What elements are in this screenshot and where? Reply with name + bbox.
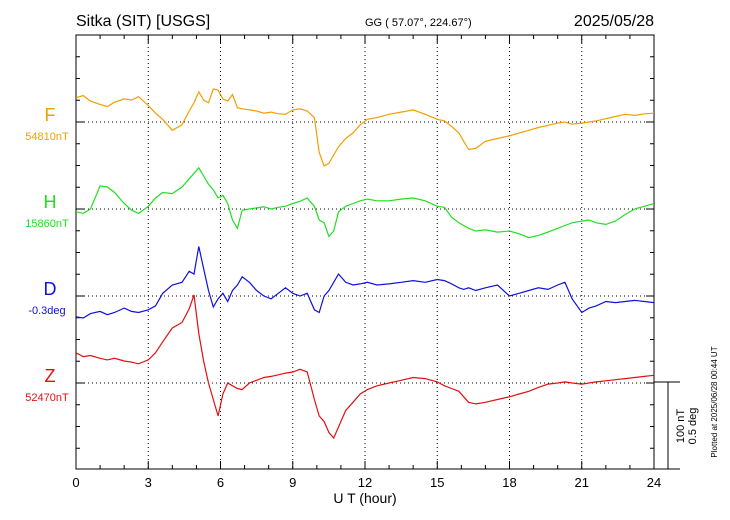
series-baseline-h: 15860nT: [25, 218, 69, 230]
x-tick-label: 18: [502, 475, 516, 490]
x-tick-labels: 0 3 6 9 12 15 18 21 24: [72, 475, 661, 490]
plot-date: 2025/05/28: [574, 13, 654, 30]
series-line-z: [76, 294, 654, 440]
x-tick-label: 15: [430, 475, 444, 490]
plotted-at-note: Plotted at 2025/06/28 00:44 UT: [710, 346, 719, 457]
series-line-f: [76, 88, 654, 167]
series-line-h: [76, 166, 654, 239]
x-axis-label: U T (hour): [333, 490, 396, 506]
station-title: Sitka (SIT) [USGS]: [76, 13, 210, 30]
x-tick-label: 6: [217, 475, 224, 490]
axis-ticks: [75, 34, 655, 469]
scale-bar: 100 nT 0.5 deg: [654, 381, 699, 470]
x-tick-label: 24: [647, 475, 661, 490]
series-label-d: D: [44, 279, 57, 299]
x-tick-label: 0: [72, 475, 79, 490]
series-label-z: Z: [45, 366, 56, 386]
station-coords: GG ( 57.07°, 224.67°): [365, 17, 472, 29]
series-baseline-z: 52470nT: [25, 392, 69, 404]
scale-bar-nt: 100 nT: [675, 409, 687, 444]
series-label-f: F: [45, 105, 56, 125]
series-labels: F 54810nT H 15860nT D -0.3deg Z 52470nT: [25, 105, 69, 404]
series-lines: [76, 88, 654, 440]
x-tick-label: 12: [358, 475, 372, 490]
series-line-d: [76, 246, 654, 319]
x-tick-label: 21: [575, 475, 589, 490]
series-label-h: H: [44, 192, 57, 212]
x-tick-label: 9: [289, 475, 296, 490]
x-tick-label: 3: [145, 475, 152, 490]
grid-lines: [76, 35, 654, 469]
scale-bar-deg: 0.5 deg: [687, 408, 699, 445]
series-baseline-f: 54810nT: [25, 131, 69, 143]
series-baseline-d: -0.3deg: [28, 305, 65, 317]
